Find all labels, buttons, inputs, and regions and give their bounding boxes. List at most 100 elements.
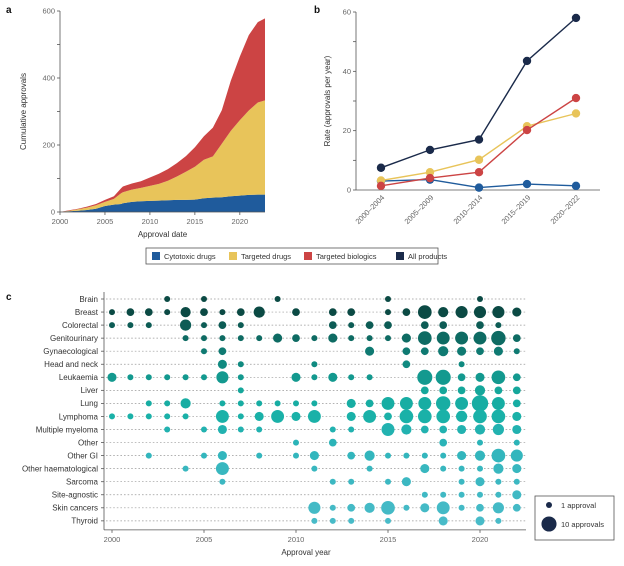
bubble <box>513 478 520 485</box>
bubble <box>329 517 336 524</box>
y-tick-label: 60 <box>343 8 351 17</box>
bubble <box>438 516 448 526</box>
bubble <box>107 372 117 382</box>
legend-swatch-cytotoxic-drugs <box>152 252 160 260</box>
bubble <box>477 439 483 446</box>
bubble <box>182 465 189 472</box>
bubble <box>455 396 469 410</box>
y-tick-label: 0 <box>347 186 351 195</box>
x-tick-label: 2010–2014 <box>452 193 485 226</box>
bubble <box>439 321 448 329</box>
bubble <box>164 426 171 433</box>
area-targeted-biologics <box>60 18 265 213</box>
x-tick-label: 2015 <box>380 535 397 544</box>
point-all-products <box>474 135 484 144</box>
bubble <box>237 413 244 420</box>
bubble <box>491 396 505 410</box>
bubble <box>218 321 227 329</box>
bubble <box>401 333 411 343</box>
x-tick-label: 2020 <box>231 217 248 226</box>
bubble <box>329 426 336 433</box>
bubble <box>458 504 465 511</box>
bubble <box>458 478 465 485</box>
row-label: Colorectal <box>62 321 98 330</box>
bubble <box>477 465 483 472</box>
bubble <box>420 321 429 329</box>
x-tick-label: 2020 <box>472 535 489 544</box>
bubble <box>237 361 244 368</box>
size-legend-circle <box>546 502 552 508</box>
bubble <box>476 347 484 356</box>
bubble <box>145 374 152 381</box>
bubble <box>291 411 301 421</box>
bubble <box>237 387 244 394</box>
bubble <box>384 412 392 421</box>
bubble <box>439 386 448 395</box>
bubble <box>471 395 489 412</box>
line-all-products <box>380 17 577 169</box>
row-label: Lymphoma <box>59 412 99 421</box>
bubble <box>457 451 467 461</box>
bubble <box>384 321 392 329</box>
bubble <box>346 411 356 421</box>
panel-label-a: a <box>6 5 12 16</box>
bubble <box>348 335 355 342</box>
bubble <box>418 396 432 410</box>
bubble <box>182 335 189 342</box>
bubble <box>180 398 191 409</box>
bubble <box>440 465 447 472</box>
x-tick-label: 2005–2009 <box>403 193 436 226</box>
row-label: Leukaemia <box>59 373 99 382</box>
point-all-products <box>376 163 386 172</box>
bubble <box>346 398 356 408</box>
legend-label: Targeted drugs <box>241 252 291 261</box>
size-legend-label: 1 approval <box>561 501 596 510</box>
size-legend-label: 10 approvals <box>561 520 604 529</box>
area-targeted-drugs <box>60 100 265 212</box>
bubble <box>329 478 336 485</box>
bubble <box>492 423 504 436</box>
bubble <box>512 424 522 435</box>
bubble <box>145 452 152 459</box>
bubble <box>274 296 281 302</box>
bubble <box>438 307 449 318</box>
bubble <box>512 373 521 382</box>
y-axis-title: Rate (approvals per year) <box>323 55 332 146</box>
y-tick-label: 200 <box>42 141 55 150</box>
bubble <box>493 463 504 474</box>
bubble <box>164 400 171 407</box>
bubble <box>420 464 430 474</box>
bubble <box>475 372 485 382</box>
bubble <box>477 491 483 498</box>
point-targeted-drugs <box>425 168 435 177</box>
row-label: Liver <box>81 386 99 395</box>
bubble <box>293 400 299 407</box>
bubble <box>495 491 502 498</box>
bubble <box>458 465 465 472</box>
bubble <box>381 500 395 515</box>
bubble <box>402 308 411 316</box>
row-label: Lung <box>80 399 98 408</box>
bubble <box>236 308 245 316</box>
bubble <box>492 306 505 319</box>
row-label: Other haematological <box>22 464 98 473</box>
bubble <box>456 410 468 422</box>
bubble <box>385 309 391 316</box>
bubble <box>237 400 244 407</box>
bubble <box>328 308 337 316</box>
x-tick-label: 2015 <box>187 217 204 226</box>
bubble <box>436 409 451 424</box>
bubble <box>495 478 502 485</box>
bubble <box>385 478 391 485</box>
bubble <box>348 426 355 433</box>
bubble <box>381 396 395 410</box>
bubble <box>109 309 115 316</box>
bubble <box>402 360 411 369</box>
legend-swatch-targeted-drugs <box>229 252 237 260</box>
bubble <box>365 399 374 408</box>
bubble <box>417 331 432 345</box>
bubble <box>127 322 134 329</box>
bubble <box>421 452 428 459</box>
point-targeted-biologics <box>522 125 532 135</box>
